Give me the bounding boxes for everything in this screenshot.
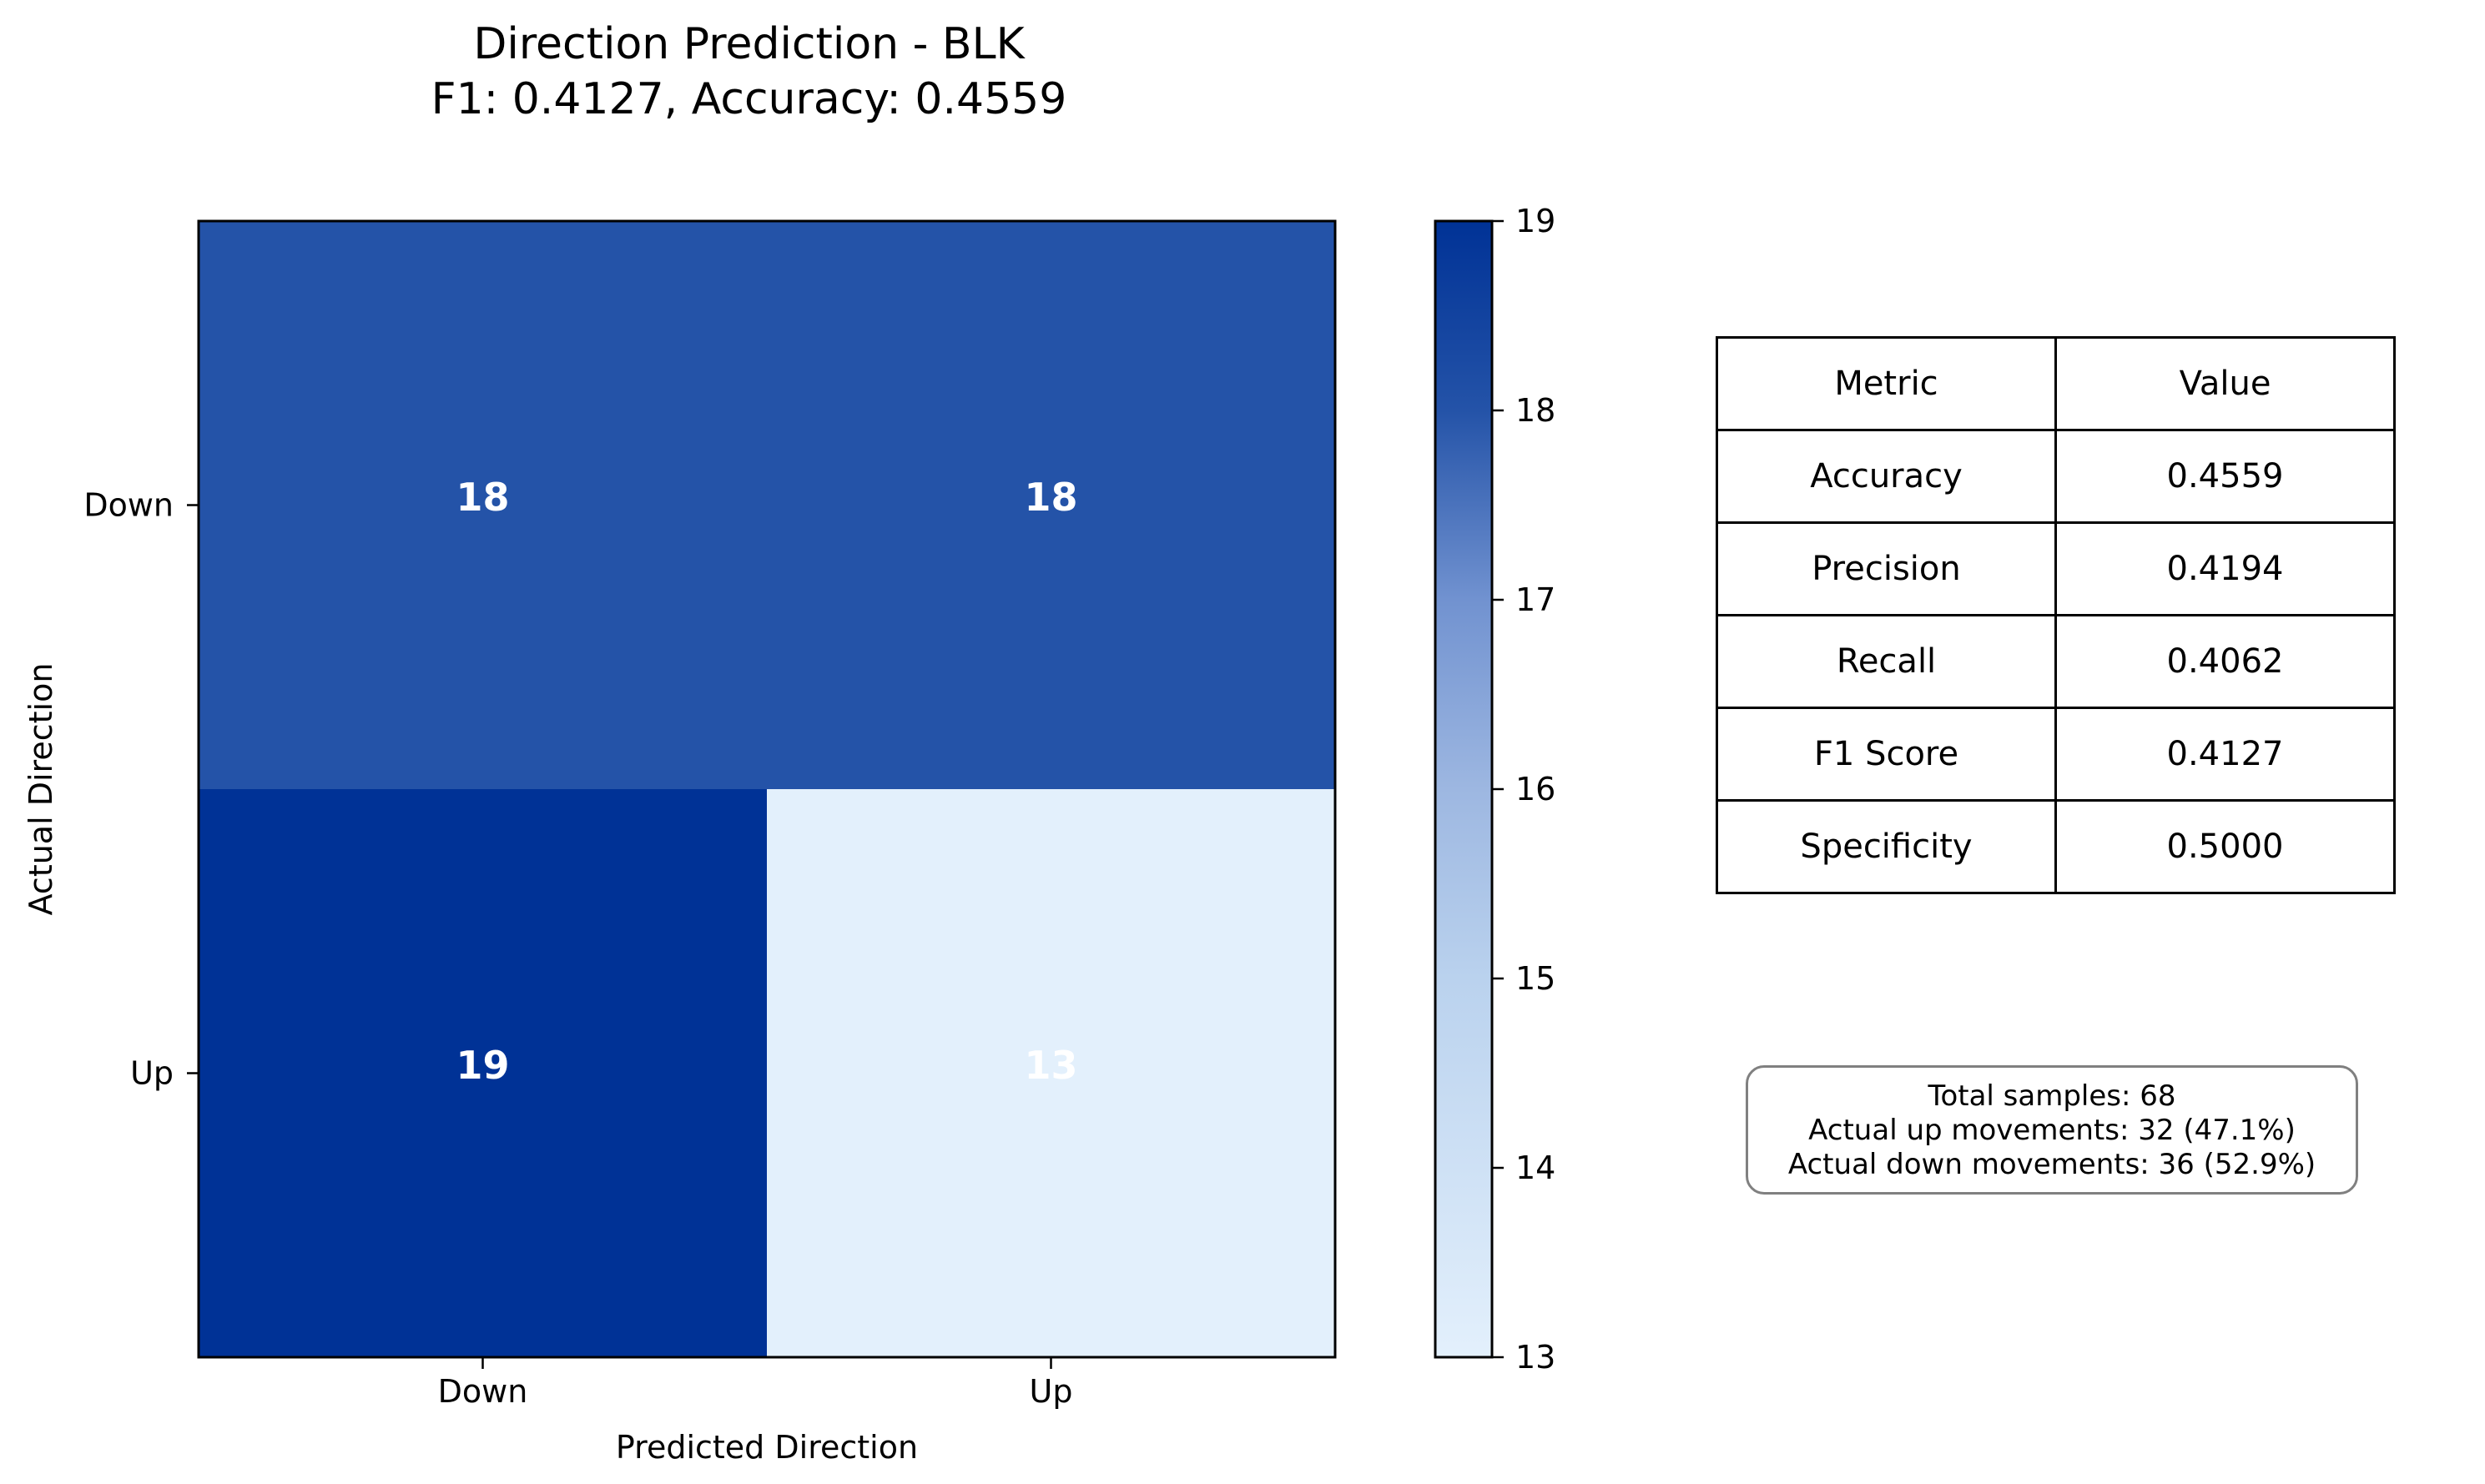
metric-value: 0.4559 [2054,429,2396,524]
colorbar-tick-label: 14 [1515,1149,1555,1186]
metric-name: Specificity [1716,799,2057,894]
x-tick-label: Down [438,1373,528,1410]
metrics-row-specificity: Specificity 0.5000 [1716,799,2396,894]
heatmap-cell-value: 13 [1024,1043,1077,1088]
heatmap-cell-value: 18 [1024,475,1077,520]
summary-actual-down: Actual down movements: 36 (52.9%) [1787,1148,2316,1181]
heatmap-cell [767,221,1335,789]
heatmap-cell-value: 19 [456,1043,509,1088]
metric-value: 0.4062 [2054,614,2396,709]
metric-value: 0.4194 [2054,521,2396,616]
colorbar-tick-label: 16 [1515,771,1555,807]
metrics-header-metric: Metric [1716,336,2057,431]
metrics-row-f1-score: F1 Score 0.4127 [1716,707,2396,802]
metric-name: Accuracy [1716,429,2057,524]
heatmap-cell [767,789,1335,1357]
chart-title-line-1: Direction Prediction - BLK [473,19,1025,69]
metric-name: F1 Score [1716,707,2057,802]
metrics-table: Metric Value Accuracy 0.4559 Precision 0… [1716,336,2396,894]
heatmap-cell-value: 18 [456,475,509,520]
metrics-row-accuracy: Accuracy 0.4559 [1716,429,2396,524]
y-axis-label: Actual Direction [23,663,59,916]
colorbar-tick-label: 15 [1515,960,1555,997]
metrics-header-value: Value [2054,336,2396,431]
heatmap-cell [199,221,767,789]
x-tick-label: Up [1030,1373,1073,1410]
metrics-row-recall: Recall 0.4062 [1716,614,2396,709]
chart-title-line-2: F1: 0.4127, Accuracy: 0.4559 [431,74,1067,124]
x-axis-label: Predicted Direction [616,1429,918,1466]
heatmap-frame [197,219,1337,1359]
metric-value: 0.4127 [2054,707,2396,802]
heatmap-cell [199,789,767,1357]
metric-name: Precision [1716,521,2057,616]
summary-box: Total samples: 68 Actual up movements: 3… [1746,1065,2358,1195]
y-tick-label: Up [130,1055,174,1092]
summary-actual-up: Actual up movements: 32 (47.1%) [1808,1114,2296,1147]
metrics-row-precision: Precision 0.4194 [1716,521,2396,616]
colorbar-tick-label: 17 [1515,581,1555,618]
colorbar-tick-label: 13 [1515,1339,1555,1376]
colorbar-tick-label: 18 [1515,392,1555,429]
metric-value: 0.5000 [2054,799,2396,894]
colorbar [1434,219,1494,1359]
summary-total-samples: Total samples: 68 [1928,1079,2176,1113]
metric-name: Recall [1716,614,2057,709]
metrics-table-header-row: Metric Value [1716,336,2396,431]
y-tick-label: Down [83,487,174,524]
colorbar-tick-label: 19 [1515,203,1555,239]
